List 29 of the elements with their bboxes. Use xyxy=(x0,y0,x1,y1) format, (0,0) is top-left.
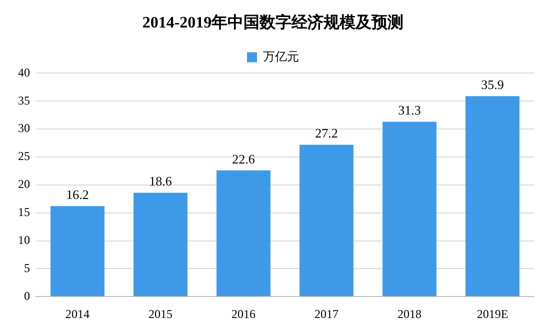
y-tick-label: 40 xyxy=(18,65,30,80)
x-tick-label: 2019E xyxy=(476,306,508,321)
y-tick-label: 25 xyxy=(18,149,30,164)
x-tick-label: 2016 xyxy=(232,306,256,321)
y-tick-label: 5 xyxy=(24,260,30,275)
bar xyxy=(466,96,520,296)
y-tick-label: 15 xyxy=(18,204,30,219)
x-tick-label: 2014 xyxy=(66,306,90,321)
data-label: 31.3 xyxy=(398,102,421,118)
bar xyxy=(382,122,436,296)
y-tick-label: 10 xyxy=(18,232,30,247)
y-tick-label: 20 xyxy=(18,177,30,192)
data-label: 22.6 xyxy=(232,151,256,166)
y-tick-label: 0 xyxy=(24,288,30,303)
legend-label: 万亿元 xyxy=(263,49,299,64)
x-tick-label: 2018 xyxy=(398,306,422,321)
data-label: 16.2 xyxy=(66,187,89,202)
bar xyxy=(300,144,354,296)
bar xyxy=(216,170,270,296)
bar xyxy=(50,206,104,296)
bar xyxy=(134,192,188,296)
y-tick-label: 30 xyxy=(18,121,30,136)
data-label: 27.2 xyxy=(315,126,338,141)
x-tick-label: 2017 xyxy=(314,306,338,321)
data-label: 35.9 xyxy=(481,77,504,92)
chart-title: 2014-2019年中国数字经济规模及预测 xyxy=(142,12,404,32)
x-tick-label: 2015 xyxy=(148,306,172,321)
y-tick-label: 35 xyxy=(18,93,30,108)
data-label: 18.6 xyxy=(149,174,172,189)
